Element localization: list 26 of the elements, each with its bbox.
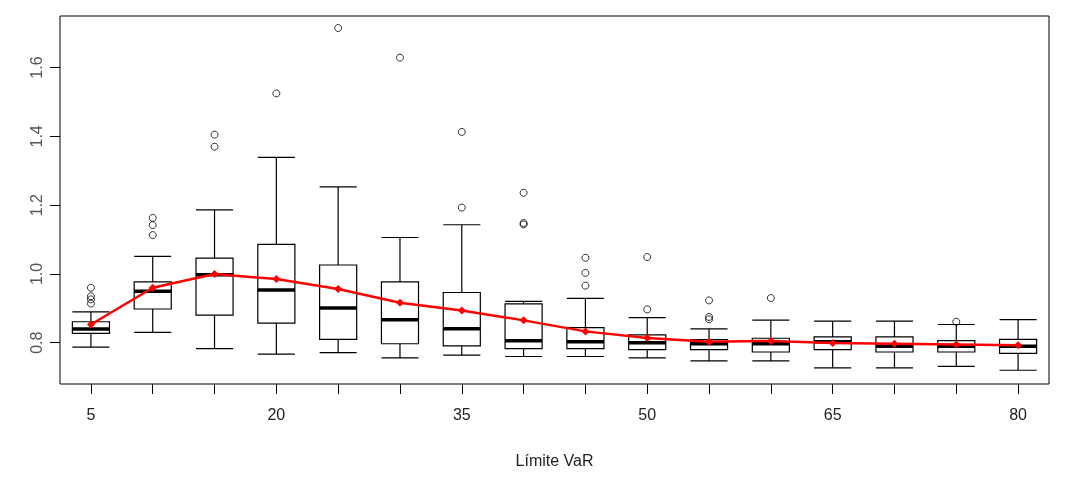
y-tick-label: 1.0 — [27, 262, 45, 286]
x-tick-label: 65 — [823, 405, 842, 423]
point — [86, 320, 95, 329]
point — [272, 275, 281, 284]
point — [1014, 341, 1023, 350]
y-tick-label: 0.8 — [27, 331, 45, 354]
x-tick-label: 35 — [452, 405, 471, 423]
x-tick-label: 80 — [1009, 405, 1028, 423]
point — [581, 327, 590, 336]
y-tick-label: 1.4 — [27, 125, 45, 148]
point — [828, 339, 837, 348]
x-tick-label: 20 — [267, 405, 286, 423]
point — [334, 285, 343, 294]
point — [890, 339, 899, 348]
point — [395, 298, 404, 307]
y-tick-label: 1.6 — [27, 56, 45, 79]
x-tick-label: 5 — [86, 405, 96, 423]
point — [643, 333, 652, 342]
x-axis-title: Límite VaR — [515, 451, 594, 469]
point — [457, 306, 466, 315]
y-tick-label: 1.2 — [27, 193, 45, 217]
x-tick-label: 50 — [638, 405, 657, 423]
point — [519, 316, 528, 325]
point — [148, 283, 157, 292]
point — [952, 340, 961, 349]
point — [210, 269, 219, 278]
